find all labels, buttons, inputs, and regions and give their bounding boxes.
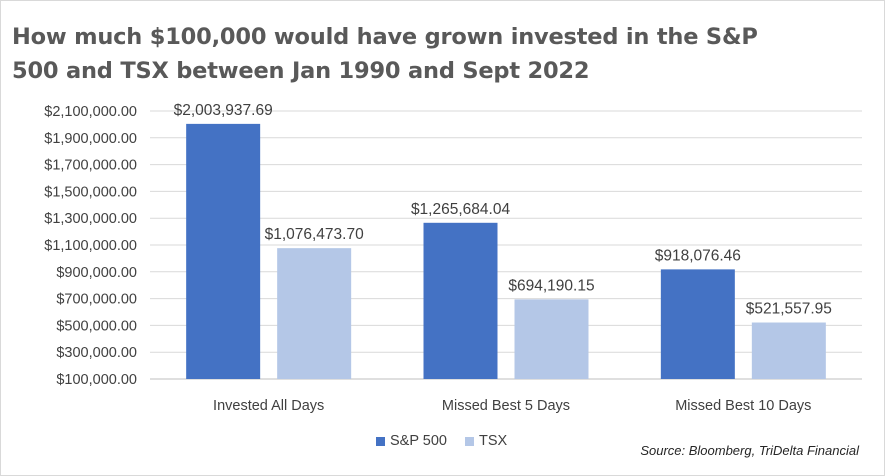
data-label: $521,557.95 xyxy=(746,301,832,318)
data-label: $694,190.15 xyxy=(508,277,594,294)
legend-swatch-tsx xyxy=(464,436,474,446)
data-label: $1,076,473.70 xyxy=(265,226,365,243)
y-tick-label: $300,000.00 xyxy=(56,345,137,361)
x-category-label: Missed Best 5 Days xyxy=(442,398,570,414)
legend-item-tsx: TSX xyxy=(464,433,508,449)
y-tick-label: $1,100,000.00 xyxy=(44,238,137,254)
y-tick-label: $500,000.00 xyxy=(56,318,137,334)
data-label: $918,076.46 xyxy=(655,247,741,264)
bar-sp500 xyxy=(423,222,498,379)
legend-item-sp500: S&P 500 xyxy=(376,433,447,449)
bar-tsx xyxy=(277,248,352,379)
y-tick-label: $2,100,000.00 xyxy=(44,104,137,120)
y-tick-label: $1,900,000.00 xyxy=(44,131,137,147)
bars xyxy=(186,123,826,380)
y-tick-label: $1,500,000.00 xyxy=(44,184,137,200)
gridlines xyxy=(150,110,862,380)
bar-sp500 xyxy=(660,269,735,379)
legend-swatch-sp500 xyxy=(376,436,385,446)
y-tick-label: $700,000.00 xyxy=(56,292,137,308)
y-tick-label: $900,000.00 xyxy=(56,265,137,281)
legend: S&P 500 TSX xyxy=(376,433,507,449)
legend-label-tsx: TSX xyxy=(478,433,508,449)
source-note: Source: Bloomberg, TriDelta Financial xyxy=(640,443,859,458)
bar-tsx xyxy=(514,299,589,379)
chart-title: How much $100,000 would have grown inves… xyxy=(12,24,758,84)
legend-label-sp500: S&P 500 xyxy=(390,433,447,449)
y-tick-label: $100,000.00 xyxy=(56,372,137,388)
x-category-label: Invested All Days xyxy=(213,398,324,414)
x-axis-categories: Invested All Days Missed Best 5 Days Misse… xyxy=(213,398,811,414)
data-label: $2,003,937.69 xyxy=(174,102,273,119)
bar-tsx xyxy=(751,322,826,379)
y-axis-ticks: $100,000.00 $300,000.00 $500,000.00 $700,00… xyxy=(44,104,137,388)
y-tick-label: $1,700,000.00 xyxy=(44,158,137,174)
x-category-label: Missed Best 10 Days xyxy=(675,398,811,414)
bar-sp500 xyxy=(186,123,261,380)
data-labels: $2,003,937.69 $1,076,473.70 $1,265,684.04 $… xyxy=(174,102,832,318)
data-label: $1,265,684.04 xyxy=(411,201,511,218)
y-tick-label: $1,300,000.00 xyxy=(44,211,137,227)
